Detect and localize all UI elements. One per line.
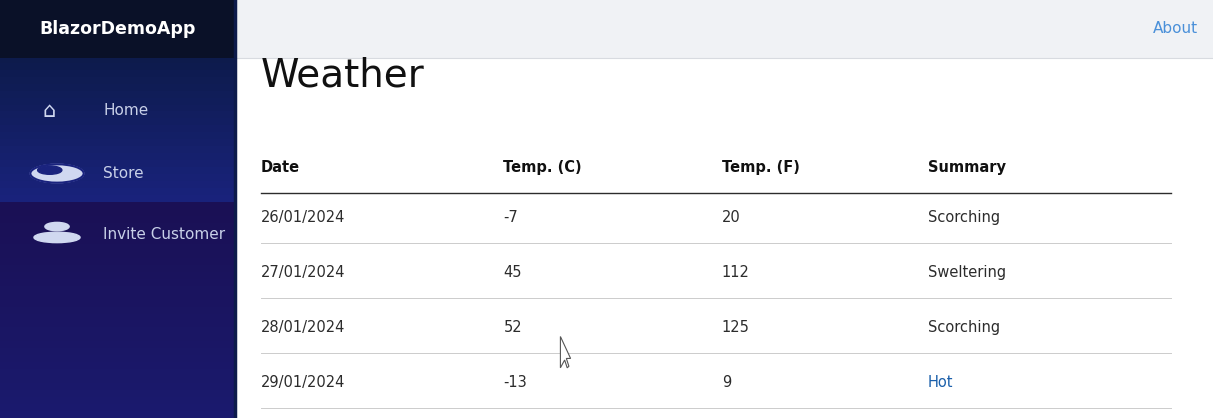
Bar xyxy=(0,369,235,376)
Bar xyxy=(0,42,235,49)
Bar xyxy=(0,14,235,21)
Text: About: About xyxy=(1154,21,1198,36)
Bar xyxy=(0,306,235,314)
Circle shape xyxy=(30,164,84,183)
Text: -13: -13 xyxy=(503,375,528,390)
Text: BlazorDemoApp: BlazorDemoApp xyxy=(40,20,195,38)
Bar xyxy=(0,285,235,293)
Text: Weather: Weather xyxy=(261,56,425,94)
Bar xyxy=(0,216,235,223)
Bar xyxy=(0,188,235,195)
Bar xyxy=(0,376,235,383)
Bar xyxy=(0,327,235,334)
Text: 20: 20 xyxy=(722,210,740,225)
Bar xyxy=(0,293,235,300)
Text: 27/01/2024: 27/01/2024 xyxy=(261,265,346,280)
Bar xyxy=(0,342,235,348)
Bar xyxy=(0,237,235,244)
Bar xyxy=(0,146,235,153)
Bar xyxy=(0,334,235,342)
Bar xyxy=(235,58,1213,418)
Bar xyxy=(0,314,235,321)
Bar xyxy=(0,91,235,97)
Bar xyxy=(0,160,235,167)
Polygon shape xyxy=(560,336,570,368)
Bar xyxy=(0,223,235,230)
Bar xyxy=(0,97,235,104)
Bar xyxy=(0,28,235,35)
Text: Sweltering: Sweltering xyxy=(928,265,1006,280)
Bar xyxy=(0,355,235,362)
Text: Store: Store xyxy=(103,166,143,181)
Bar xyxy=(0,118,235,125)
Bar xyxy=(0,0,235,7)
Bar xyxy=(0,49,235,56)
Text: 28/01/2024: 28/01/2024 xyxy=(261,320,346,335)
Bar xyxy=(0,390,235,397)
Text: -7: -7 xyxy=(503,210,518,225)
Text: 112: 112 xyxy=(722,265,750,280)
Text: 45: 45 xyxy=(503,265,522,280)
Bar xyxy=(0,70,235,76)
Bar xyxy=(0,348,235,355)
Bar xyxy=(0,0,235,58)
Bar xyxy=(0,411,235,418)
Bar xyxy=(0,153,235,160)
Text: Summary: Summary xyxy=(928,160,1006,175)
Bar xyxy=(0,383,235,390)
Bar xyxy=(0,21,235,28)
Text: Hot: Hot xyxy=(928,375,953,390)
Text: Scorching: Scorching xyxy=(928,320,1000,335)
Bar xyxy=(0,195,235,202)
Bar xyxy=(235,0,1213,58)
Bar xyxy=(0,35,235,42)
Bar xyxy=(0,56,235,63)
Text: ⌂: ⌂ xyxy=(42,101,56,121)
Text: Date: Date xyxy=(261,160,300,175)
Bar xyxy=(0,167,235,174)
Bar xyxy=(0,181,235,188)
Bar xyxy=(0,265,235,272)
Bar xyxy=(0,125,235,133)
Bar xyxy=(0,174,235,181)
Bar xyxy=(0,251,235,258)
Bar xyxy=(0,279,235,285)
Text: 125: 125 xyxy=(722,320,750,335)
Text: Temp. (F): Temp. (F) xyxy=(722,160,799,175)
Bar xyxy=(0,139,235,146)
Circle shape xyxy=(45,222,69,231)
Text: Scorching: Scorching xyxy=(928,210,1000,225)
Circle shape xyxy=(38,166,62,174)
Text: 52: 52 xyxy=(503,320,522,335)
Bar xyxy=(0,362,235,369)
Bar xyxy=(0,272,235,279)
Bar xyxy=(0,209,235,216)
Bar xyxy=(0,244,235,251)
Bar xyxy=(0,404,235,411)
Bar xyxy=(0,321,235,327)
Bar xyxy=(0,133,235,139)
Text: Temp. (C): Temp. (C) xyxy=(503,160,582,175)
Bar xyxy=(0,112,235,118)
Bar xyxy=(0,84,235,91)
Bar xyxy=(0,230,235,237)
Bar xyxy=(0,202,235,209)
Bar xyxy=(0,7,235,14)
Bar xyxy=(0,397,235,404)
Text: Invite Customer: Invite Customer xyxy=(103,227,226,242)
Bar xyxy=(0,63,235,70)
Text: Home: Home xyxy=(103,103,148,118)
Text: 26/01/2024: 26/01/2024 xyxy=(261,210,346,225)
Bar xyxy=(0,258,235,265)
Bar xyxy=(0,76,235,84)
Ellipse shape xyxy=(34,232,80,242)
Bar xyxy=(0,104,235,112)
Text: 9: 9 xyxy=(722,375,731,390)
Bar xyxy=(0,300,235,306)
Text: 29/01/2024: 29/01/2024 xyxy=(261,375,346,390)
